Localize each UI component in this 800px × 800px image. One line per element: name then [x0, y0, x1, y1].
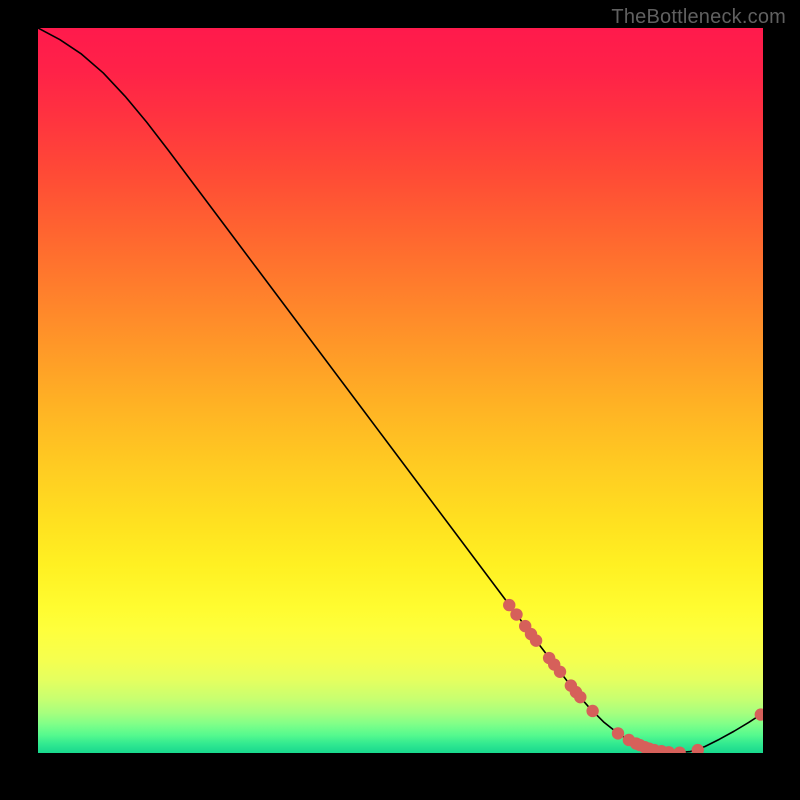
bottleneck-curve	[38, 28, 763, 753]
marker-dot	[692, 744, 704, 753]
scatter-markers	[503, 599, 763, 753]
marker-dot	[586, 705, 598, 717]
chart-overlay	[38, 28, 763, 753]
marker-dot	[673, 746, 685, 753]
marker-dot	[510, 608, 522, 620]
marker-dot	[612, 727, 624, 739]
chart-plot-area	[38, 28, 763, 753]
marker-dot	[755, 708, 763, 720]
watermark-text: TheBottleneck.com	[611, 6, 786, 29]
marker-dot	[574, 691, 586, 703]
marker-dot	[554, 666, 566, 678]
marker-dot	[530, 634, 542, 646]
